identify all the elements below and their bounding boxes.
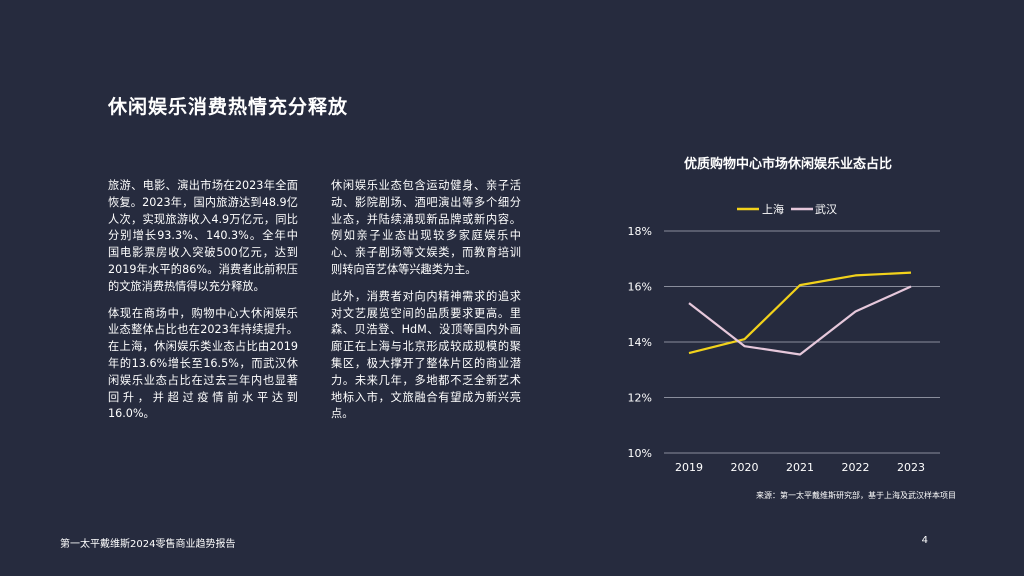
paragraph: 体现在商场中，购物中心大休闲娱乐业态整体占比也在2023年持续提升。在上海，休闲… bbox=[108, 306, 298, 421]
text-column-left: 旅游、电影、演出市场在2023年全面恢复。2023年，国内旅游达到48.9亿人次… bbox=[108, 178, 298, 433]
x-tick-label: 2020 bbox=[731, 461, 759, 474]
text-column-middle: 休闲娱乐业态包含运动健身、亲子活动、影院剧场、酒吧演出等多个细分业态，并陆续涌现… bbox=[331, 178, 521, 433]
footer-report-name: 第一太平戴维斯2024零售商业趋势报告 bbox=[60, 539, 236, 550]
chart-title: 优质购物中心市场休闲娱乐业态占比 bbox=[684, 156, 892, 172]
paragraph: 旅游、电影、演出市场在2023年全面恢复。2023年，国内旅游达到48.9亿人次… bbox=[108, 179, 298, 293]
legend-label: 武汉 bbox=[815, 203, 837, 216]
y-tick-label: 16% bbox=[628, 281, 652, 294]
chart-source-note: 来源：第一太平戴维斯研究部，基于上海及武汉样本项目 bbox=[756, 490, 956, 500]
paragraph: 休闲娱乐业态包含运动健身、亲子活动、影院剧场、酒吧演出等多个细分业态，并陆续涌现… bbox=[331, 179, 521, 276]
x-tick-label: 2019 bbox=[675, 461, 703, 474]
x-tick-label: 2023 bbox=[897, 461, 925, 474]
series-line-wuhan bbox=[688, 285, 912, 356]
series-line-shanghai bbox=[688, 271, 912, 355]
x-tick-label: 2021 bbox=[786, 461, 814, 474]
y-tick-label: 10% bbox=[628, 447, 652, 460]
y-tick-label: 12% bbox=[628, 392, 652, 405]
paragraph: 此外，消费者对向内精神需求的追求对文艺展览空间的品质要求更高。里森、贝浩登、Hd… bbox=[331, 289, 521, 421]
x-tick-label: 2022 bbox=[842, 461, 870, 474]
page-number: 4 bbox=[921, 535, 928, 546]
y-tick-label: 18% bbox=[628, 225, 652, 238]
legend-label: 上海 bbox=[762, 202, 784, 216]
page-title: 休闲娱乐消费热情充分释放 bbox=[108, 96, 349, 118]
y-tick-label: 14% bbox=[628, 336, 652, 349]
